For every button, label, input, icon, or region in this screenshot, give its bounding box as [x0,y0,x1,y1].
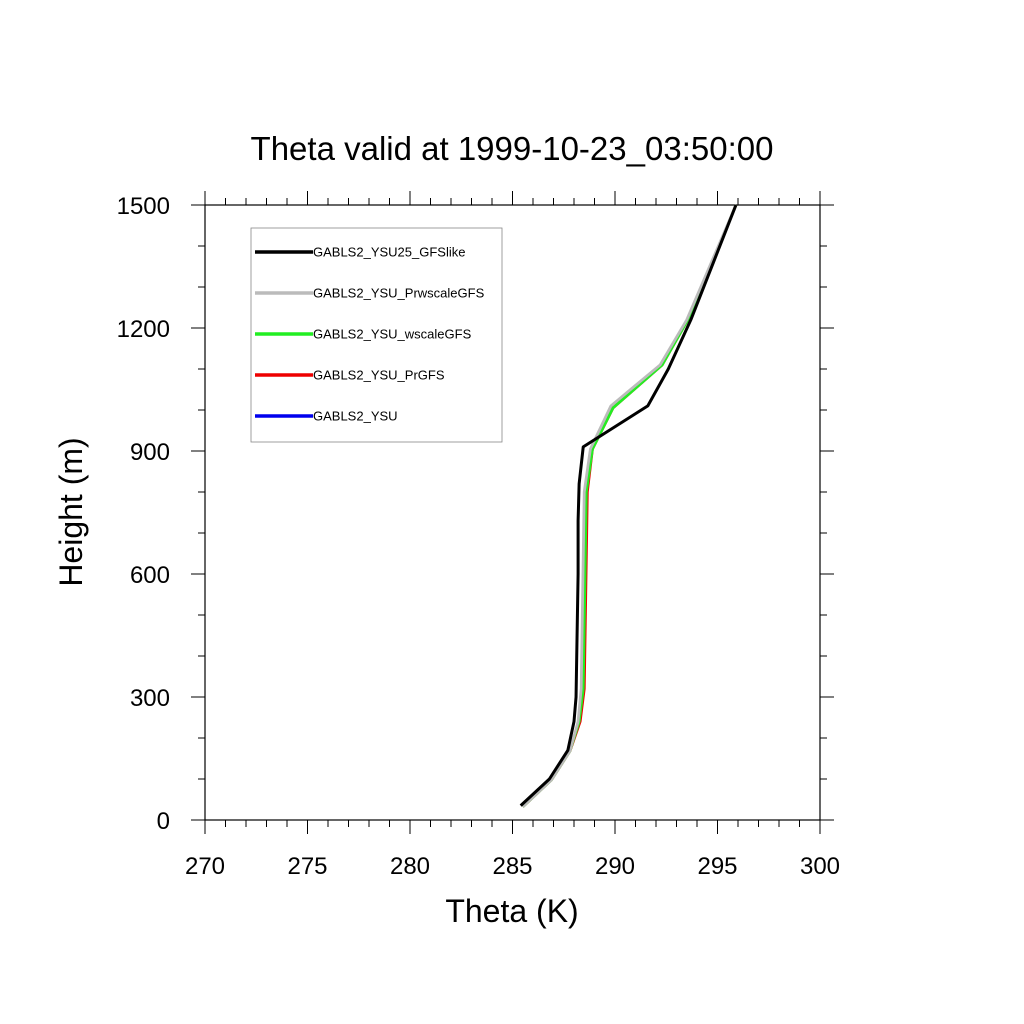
y-axis-label: Height (m) [53,437,89,586]
legend-label: GABLS2_YSU_PrwscaleGFS [313,286,485,301]
y-tick-label: 300 [130,685,170,712]
y-tick-label: 1500 [117,193,170,220]
legend: GABLS2_YSU25_GFSlike GABLS2_YSU_PrwscaleG… [250,227,503,443]
series-lines [519,204,738,808]
x-axis-label: Theta (K) [445,893,578,929]
series-line-3 [521,204,738,808]
x-tick-label: 295 [697,853,737,880]
series-line-4 [521,204,738,808]
legend-label: GABLS2_YSU [313,409,398,424]
series-line-1 [519,204,738,807]
x-tick-label: 270 [185,853,225,880]
tick-labels: 270 275 280 285 290 295 300 0 300 600 900 1200 1500 [117,193,840,880]
legend-label: GABLS2_YSU25_GFSlike [313,245,465,260]
y-tick-label: 900 [130,439,170,466]
x-tick-label: 285 [492,853,532,880]
axis-ticks [191,191,834,834]
y-tick-label: 600 [130,562,170,589]
plot-frame [204,204,821,821]
series-line-2 [521,204,738,808]
y-tick-label: 0 [157,808,170,835]
x-tick-label: 275 [287,853,327,880]
y-tick-label: 1200 [117,316,170,343]
chart-title: Theta valid at 1999-10-23_03:50:00 [251,130,774,167]
legend-label: GABLS2_YSU_wscaleGFS [313,327,472,342]
x-tick-label: 300 [800,853,840,880]
x-tick-label: 280 [390,853,430,880]
legend-label: GABLS2_YSU_PrGFS [313,368,445,383]
x-tick-label: 290 [595,853,635,880]
